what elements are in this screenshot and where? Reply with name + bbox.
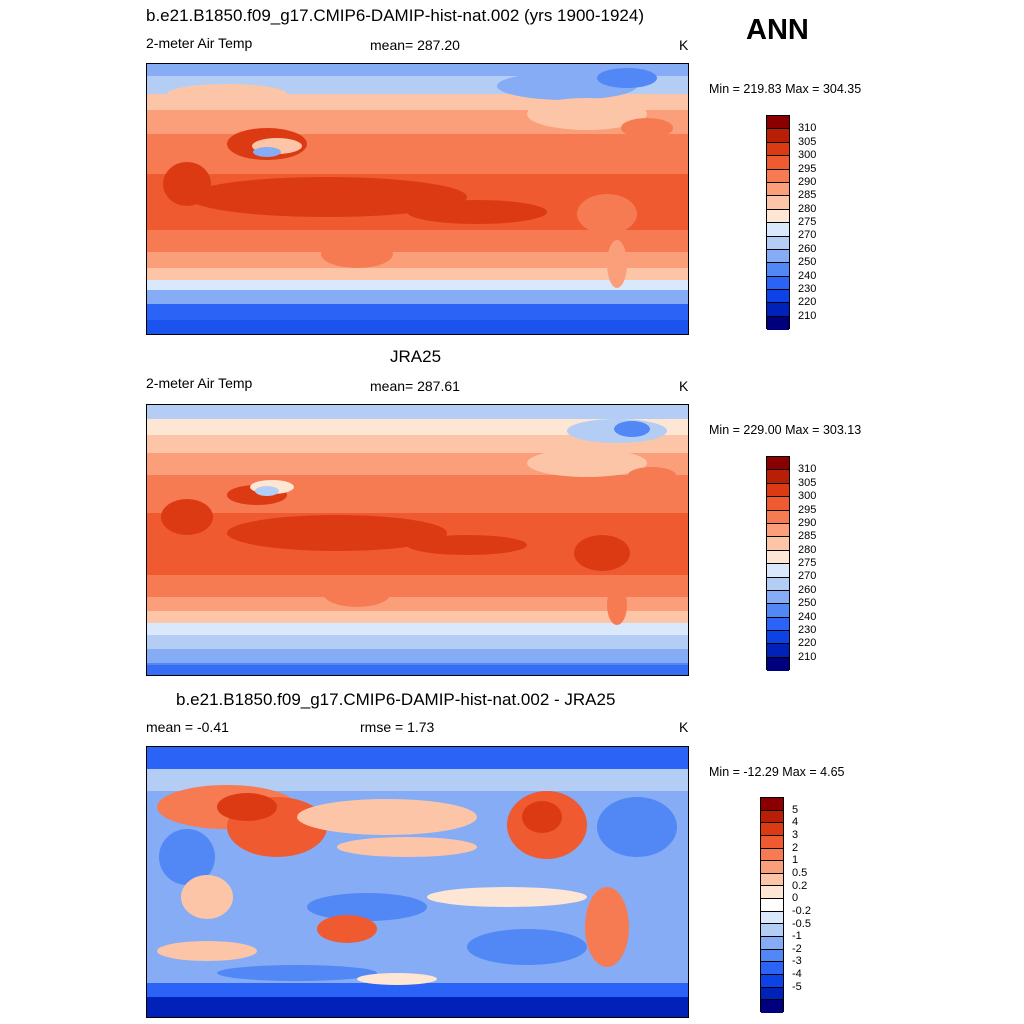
colorbar-tick-label: 300 xyxy=(798,149,817,162)
panel3-colorbar xyxy=(760,797,784,1013)
colorbar-tick-label: -3 xyxy=(792,955,802,968)
colorbar-tick-label: 1 xyxy=(792,854,799,867)
colorbar-tick-label: -2 xyxy=(792,942,802,955)
colorbar-tick-label: 210 xyxy=(798,650,817,663)
panel3-rmse-label: rmse = 1.73 xyxy=(360,719,435,735)
colorbar-tick-label: 280 xyxy=(798,202,817,215)
panel1-units: K xyxy=(679,37,689,53)
colorbar-tick-label: 300 xyxy=(798,490,817,503)
panel2-map xyxy=(146,404,689,676)
colorbar-tick-label: 2 xyxy=(792,841,799,854)
panel1-mean-label: mean= 287.20 xyxy=(370,37,460,53)
panel3-colorbar-labels: 5 4 3 2 1 0.5 0.2 0 -0.2 -0.5 -1 -2 -3 -… xyxy=(792,797,832,1012)
colorbar-tick-label: 0.5 xyxy=(792,866,808,879)
colorbar-tick-label: 270 xyxy=(798,570,817,583)
colorbar-tick-label: 295 xyxy=(798,162,817,175)
colorbar-tick-label: 280 xyxy=(798,543,817,556)
colorbar-tick-label: 290 xyxy=(798,516,817,529)
colorbar-tick-label: 260 xyxy=(798,242,817,255)
panel2-colorbar-labels: 310 305 300 295 290 285 280 275 270 260 … xyxy=(798,456,838,670)
colorbar-tick-label: 220 xyxy=(798,296,817,309)
colorbar-tick-label: 220 xyxy=(798,637,817,650)
colorbar-tick-label: 285 xyxy=(798,189,817,202)
panel2-minmax: Min = 229.00 Max = 303.13 xyxy=(709,423,862,437)
panel1-title: b.e21.B1850.f09_g17.CMIP6-DAMIP-hist-nat… xyxy=(146,6,644,25)
colorbar-tick-label: -0.5 xyxy=(792,917,811,930)
colorbar-tick-label: 285 xyxy=(798,530,817,543)
panel1-colorbar xyxy=(766,115,790,331)
panel3-title: b.e21.B1850.f09_g17.CMIP6-DAMIP-hist-nat… xyxy=(176,690,616,709)
colorbar-tick-label: 230 xyxy=(798,623,817,636)
colorbar-tick-label: -1 xyxy=(792,930,802,943)
colorbar-tick-label: 240 xyxy=(798,610,817,623)
colorbar-tick-label: 305 xyxy=(798,135,817,148)
colorbar-tick-label: -4 xyxy=(792,968,802,981)
colorbar-tick-label: -5 xyxy=(792,980,802,993)
colorbar-tick-label: 310 xyxy=(798,122,817,135)
colorbar-tick-label: 240 xyxy=(798,269,817,282)
panel3-map xyxy=(146,746,689,1018)
colorbar-tick-label: 310 xyxy=(798,463,817,476)
panel3-minmax: Min = -12.29 Max = 4.65 xyxy=(709,765,845,779)
colorbar-tick-label: 250 xyxy=(798,597,817,610)
colorbar-tick-label: 260 xyxy=(798,583,817,596)
panel1-map xyxy=(146,63,689,335)
panel2-units: K xyxy=(679,378,689,394)
colorbar-tick-label: 250 xyxy=(798,256,817,269)
panel1-minmax: Min = 219.83 Max = 304.35 xyxy=(709,82,862,96)
colorbar-tick-label: 5 xyxy=(792,803,799,816)
colorbar-tick-label: 275 xyxy=(798,557,817,569)
panel3-units: K xyxy=(679,719,689,735)
colorbar-tick-label: 270 xyxy=(798,229,817,242)
colorbar-tick-label: 295 xyxy=(798,503,817,516)
panel3-mean-label: mean = -0.41 xyxy=(146,719,229,735)
panel1-colorbar-labels: 310 305 300 295 290 285 280 275 270 260 … xyxy=(798,115,838,329)
colorbar-tick-label: 230 xyxy=(798,282,817,295)
panel2-mean-label: mean= 287.61 xyxy=(370,378,460,394)
panel1-variable-label: 2-meter Air Temp xyxy=(146,35,253,51)
colorbar-tick-label: 4 xyxy=(792,816,799,829)
colorbar-tick-label: 3 xyxy=(792,828,799,841)
panel2-title: JRA25 xyxy=(390,347,442,366)
panel2-colorbar xyxy=(766,456,790,672)
colorbar-tick-label: 290 xyxy=(798,175,817,188)
colorbar-tick-label: 0.2 xyxy=(792,879,808,892)
colorbar-tick-label: 0 xyxy=(792,892,799,905)
colorbar-tick-label: 210 xyxy=(798,309,817,322)
colorbar-tick-label: 275 xyxy=(798,216,817,228)
colorbar-tick-label: 305 xyxy=(798,476,817,489)
colorbar-tick-label: -0.2 xyxy=(792,904,811,917)
season-label: ANN xyxy=(746,14,809,46)
panel2-variable-label: 2-meter Air Temp xyxy=(146,375,253,391)
